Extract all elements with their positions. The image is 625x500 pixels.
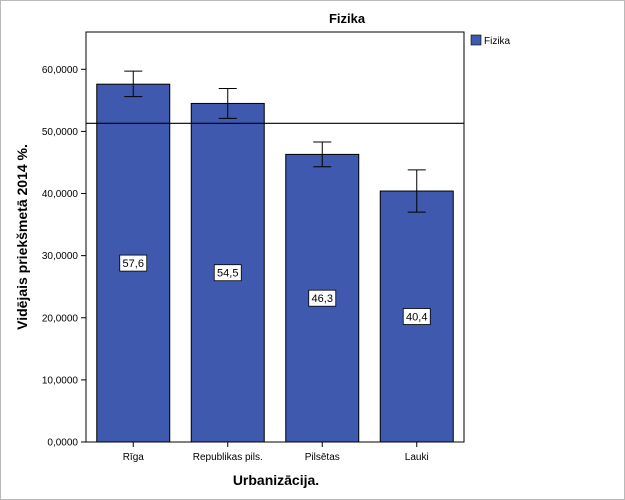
data-label: 40,4 bbox=[406, 312, 427, 324]
x-tick-label: Lauki bbox=[405, 452, 429, 463]
data-label: 57,6 bbox=[123, 258, 144, 270]
y-tick-label: 50,0000 bbox=[42, 127, 79, 138]
chart-title: Fizika bbox=[329, 11, 366, 26]
data-label-box bbox=[213, 264, 242, 282]
x-tick-label: Pilsētas bbox=[305, 452, 340, 463]
data-label-box bbox=[119, 254, 148, 272]
data-labels: 57,6 54,5 46,3 40,4 bbox=[119, 254, 431, 325]
error-bars bbox=[124, 70, 426, 213]
y-tick-label: 10,0000 bbox=[42, 375, 79, 386]
y-tick-label: 0,0000 bbox=[47, 438, 78, 449]
legend-swatch bbox=[470, 34, 482, 46]
x-tick-label: Rīga bbox=[123, 452, 145, 463]
y-tick-label: 30,0000 bbox=[42, 251, 79, 262]
data-label: 54,5 bbox=[217, 268, 238, 280]
y-tick-label: 20,0000 bbox=[42, 313, 79, 324]
y-tick-label: 40,0000 bbox=[42, 189, 79, 200]
x-axis: Rīga Republikas pils. Pilsētas Lauki bbox=[123, 442, 429, 463]
y-tick-label: 60,0000 bbox=[42, 65, 79, 76]
legend-label: Fizika bbox=[484, 36, 511, 47]
y-axis: 0,0000 10,0000 20,0000 30,0000 40,0000 50,000… bbox=[42, 65, 86, 449]
x-axis-title: Urbanizācija. bbox=[233, 472, 319, 488]
y-axis-title: Vidējais priekšmetā 2014 %. bbox=[14, 144, 30, 330]
data-label-box bbox=[308, 289, 337, 307]
legend: Fizika bbox=[470, 34, 511, 47]
data-label: 46,3 bbox=[312, 293, 333, 305]
x-tick-label: Republikas pils. bbox=[193, 452, 263, 463]
data-label-box bbox=[402, 308, 431, 325]
